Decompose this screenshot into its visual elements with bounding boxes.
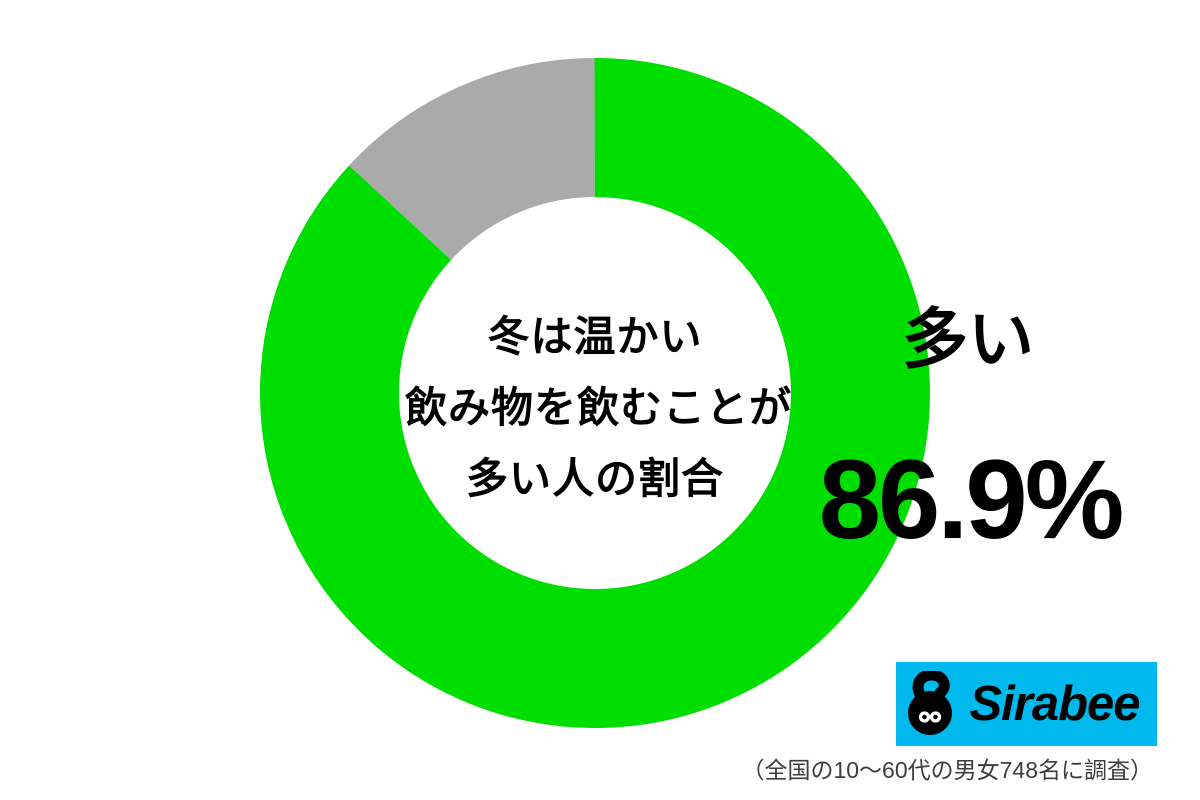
sirabee-mascot-icon <box>908 671 953 735</box>
sirabee-logo: Sirabee <box>896 662 1157 746</box>
donut-chart <box>260 58 930 728</box>
donut-segment-majority <box>260 58 930 728</box>
segment-callout-label: 多い <box>902 302 1034 376</box>
chart-center-title-line2: 飲み物を飲むことが <box>405 384 793 431</box>
chart-center-title: 冬は温かい 飲み物を飲むことが 多い人の割合 <box>405 301 793 514</box>
segment-callout-value: 86.9% <box>818 437 1125 562</box>
chart-center-title-line1: 冬は温かい <box>487 313 703 360</box>
sirabee-logo-text: Sirabee <box>969 677 1140 731</box>
chart-center-title-line3: 多い人の割合 <box>465 455 724 502</box>
survey-caption: （全国の10〜60代の男女748名に調査） <box>741 757 1153 783</box>
donut-chart-svg <box>260 58 930 728</box>
